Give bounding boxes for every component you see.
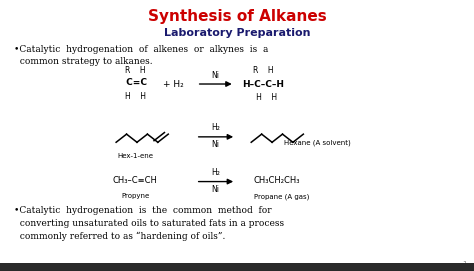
Text: converting unsaturated oils to saturated fats in a process: converting unsaturated oils to saturated… — [14, 219, 284, 228]
Text: Synthesis of Alkanes: Synthesis of Alkanes — [147, 9, 327, 24]
Text: CH₃–C≡CH: CH₃–C≡CH — [113, 176, 157, 185]
Text: C=C: C=C — [123, 78, 147, 87]
Text: R    H: R H — [253, 66, 273, 75]
Text: Hexane (A solvent): Hexane (A solvent) — [284, 139, 351, 146]
Text: commonly referred to as “hardening of oils”.: commonly referred to as “hardening of oi… — [14, 232, 226, 241]
Text: Propane (A gas): Propane (A gas) — [254, 193, 309, 200]
Text: Laboratory Preparation: Laboratory Preparation — [164, 28, 310, 38]
Text: H₂: H₂ — [211, 167, 220, 177]
Text: Ni: Ni — [212, 140, 219, 150]
Text: R    H: R H — [125, 66, 146, 75]
Bar — [0, 263, 474, 271]
Text: H    H: H H — [249, 93, 277, 102]
Text: •Catalytic  hydrogenation  is  the  common  method  for: •Catalytic hydrogenation is the common m… — [14, 206, 272, 215]
Text: + H₂: + H₂ — [163, 79, 183, 89]
Text: H    H: H H — [125, 92, 146, 101]
Text: CH₃CH₂CH₃: CH₃CH₂CH₃ — [254, 176, 300, 185]
Text: Propyne: Propyne — [121, 193, 149, 199]
Text: Ni: Ni — [212, 185, 219, 194]
Text: Ni: Ni — [212, 71, 219, 80]
Text: common strategy to alkanes.: common strategy to alkanes. — [14, 57, 153, 66]
Text: Hex-1-ene: Hex-1-ene — [117, 153, 153, 159]
Text: 1: 1 — [463, 261, 467, 267]
Text: H–C–C–H: H–C–C–H — [242, 79, 284, 89]
Text: H₂: H₂ — [211, 123, 220, 132]
Text: •Catalytic  hydrogenation  of  alkenes  or  alkynes  is  a: •Catalytic hydrogenation of alkenes or a… — [14, 45, 269, 54]
